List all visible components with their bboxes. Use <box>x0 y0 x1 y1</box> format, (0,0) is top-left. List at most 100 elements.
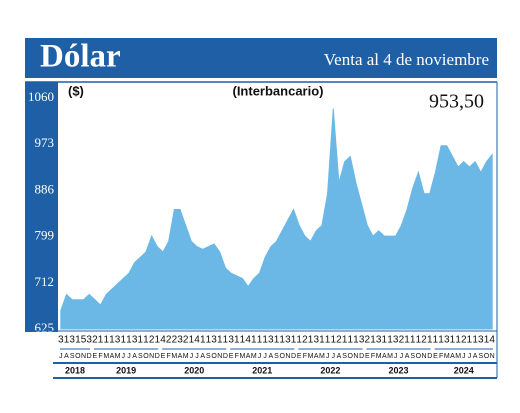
x-tick-label: D <box>87 353 92 360</box>
unit-label: ($) <box>68 83 84 98</box>
day-label: 3 <box>211 335 217 346</box>
day-label: 1 <box>206 335 212 346</box>
x-tick-label: F <box>235 353 239 360</box>
x-tick-label: N <box>422 353 427 360</box>
area <box>60 108 493 330</box>
x-tick-label: M <box>115 353 121 360</box>
day-label: 1 <box>274 335 280 346</box>
chart-title: Dólar <box>40 39 121 75</box>
x-tick-label: M <box>251 353 257 360</box>
day-label: 4 <box>194 335 200 346</box>
x-tick-label: A <box>268 353 273 360</box>
x-tick-label: J <box>326 353 330 360</box>
x-tick-label: J <box>468 353 472 360</box>
day-label: 1 <box>450 335 456 346</box>
x-tick-label: J <box>394 353 398 360</box>
day-label: 3 <box>393 335 399 346</box>
day-label: 2 <box>302 335 308 346</box>
day-label: 1 <box>279 335 285 346</box>
day-label: 1 <box>126 335 132 346</box>
day-label: 1 <box>103 335 109 346</box>
day-label: 1 <box>120 335 126 346</box>
x-tick-label: F <box>371 353 375 360</box>
year-label: 2021 <box>252 365 272 375</box>
x-tick-label: N <box>285 353 290 360</box>
day-label: 3 <box>313 335 319 346</box>
day-label: 3 <box>376 335 382 346</box>
x-tick-label: O <box>348 353 354 360</box>
x-tick-label: J <box>122 353 126 360</box>
day-label: 1 <box>217 335 223 346</box>
y-axis-strip <box>25 82 58 332</box>
x-tick-label: J <box>59 353 63 360</box>
x-tick-label: O <box>416 353 422 360</box>
day-label: 1 <box>467 335 473 346</box>
x-tick-label: A <box>382 353 387 360</box>
day-label: 1 <box>155 335 161 346</box>
x-tick-label: A <box>178 353 183 360</box>
day-label: 4 <box>489 335 495 346</box>
y-tick-label: 973 <box>35 135 55 150</box>
day-label: 1 <box>234 335 240 346</box>
x-tick-label: A <box>405 353 410 360</box>
day-label: 1 <box>347 335 353 346</box>
y-tick-label: 1060 <box>28 89 54 104</box>
day-label: 2 <box>336 335 342 346</box>
day-label: 3 <box>69 335 75 346</box>
day-label: 2 <box>399 335 405 346</box>
x-tick-label: M <box>240 353 246 360</box>
day-label: 1 <box>319 335 325 346</box>
day-label: 1 <box>387 335 393 346</box>
x-tick-label: M <box>171 353 177 360</box>
day-label: 1 <box>433 335 439 346</box>
x-tick-label: S <box>274 353 279 360</box>
x-tick-label: E <box>229 353 234 360</box>
x-tick-label: D <box>359 353 364 360</box>
year-label: 2022 <box>320 365 340 375</box>
day-label: 2 <box>461 335 467 346</box>
chart-subtitle: Venta al 4 de noviembre <box>324 50 489 69</box>
day-label: 3 <box>177 335 183 346</box>
x-tick-label: E <box>297 353 302 360</box>
day-label: 3 <box>268 335 274 346</box>
x-tick-label: M <box>308 353 314 360</box>
header-bar <box>25 38 497 78</box>
x-tick-label: F <box>303 353 307 360</box>
year-label: 2023 <box>389 365 409 375</box>
day-label: 1 <box>138 335 144 346</box>
x-tick-label: O <box>484 353 490 360</box>
day-label: 1 <box>382 335 388 346</box>
day-label: 3 <box>359 335 365 346</box>
day-label: 1 <box>330 335 336 346</box>
x-tick-label: A <box>314 353 319 360</box>
day-label: 1 <box>291 335 297 346</box>
day-label: 3 <box>132 335 138 346</box>
x-tick-label: F <box>439 353 443 360</box>
day-label: 1 <box>223 335 229 346</box>
x-tick-label: O <box>279 353 285 360</box>
y-tick-label: 886 <box>35 181 55 196</box>
day-label: 3 <box>478 335 484 346</box>
day-label: 1 <box>251 335 257 346</box>
x-tick-label: S <box>342 353 347 360</box>
x-tick-label: O <box>143 353 149 360</box>
x-tick-label: E <box>433 353 438 360</box>
x-tick-label: A <box>64 353 69 360</box>
day-label: 1 <box>257 335 263 346</box>
day-label: 3 <box>115 335 121 346</box>
y-tick-label: 625 <box>35 320 55 335</box>
x-tick-label: J <box>195 353 199 360</box>
x-tick-label: N <box>81 353 86 360</box>
day-label: 3 <box>444 335 450 346</box>
x-tick-label: J <box>332 353 336 360</box>
x-tick-label: F <box>167 353 171 360</box>
day-label: 1 <box>455 335 461 346</box>
x-tick-label: N <box>490 353 495 360</box>
day-label: 1 <box>342 335 348 346</box>
y-tick-label: 712 <box>35 274 55 289</box>
day-label: 4 <box>245 335 251 346</box>
year-label: 2019 <box>116 365 136 375</box>
day-label: 1 <box>325 335 331 346</box>
day-label: 2 <box>149 335 155 346</box>
day-label: 1 <box>296 335 302 346</box>
